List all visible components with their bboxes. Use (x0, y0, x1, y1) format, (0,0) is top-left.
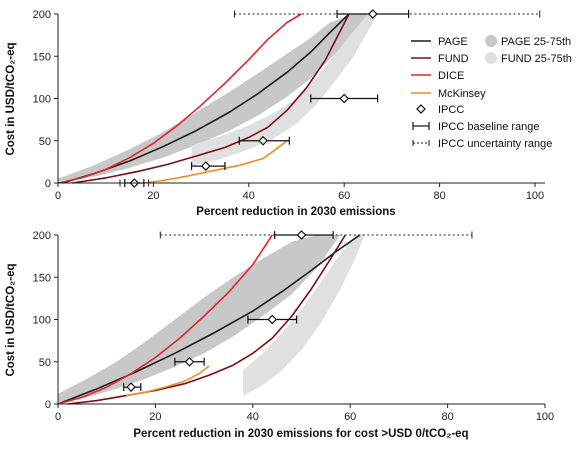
legend-mckinsey-label: McKinsey (438, 88, 486, 100)
legend-ipcc-baseline-label: IPCC baseline range (438, 121, 540, 133)
top-x-tick-label-3: 60 (338, 190, 350, 202)
legend-ipcc-baseline-swatch (412, 122, 430, 130)
top-x-tick-label-1: 20 (147, 190, 159, 202)
top-page-line (62, 13, 350, 184)
legend-ipcc-diamond-icon (416, 104, 426, 114)
bottom-y-tick-label-4: 200 (33, 230, 51, 242)
bottom-dice-line (57, 234, 273, 405)
top-fund-band (191, 14, 378, 167)
bottom-ipcc (123, 230, 473, 392)
bottom-x-tick-label-2: 40 (247, 411, 259, 423)
bottom-y-axis-label: Cost in USD/tCO₂-eq (5, 263, 17, 376)
legend-fund-band-label: FUND 25-75th (501, 53, 572, 65)
top-y-tick-label-0: 0 (45, 178, 51, 190)
legend-dice-label: DICE (438, 70, 464, 82)
legend-ipcc-label: IPCC (438, 104, 464, 116)
bottom-mckinsey-line (126, 365, 210, 397)
top-y-tick-label-3: 150 (33, 51, 51, 63)
bottom-ipcc-point-3 (296, 230, 307, 240)
top-dice-line (57, 13, 302, 184)
legend-fund-band-swatch (485, 52, 497, 64)
bottom-lines (57, 234, 361, 405)
top-ipcc-point-4 (367, 9, 378, 19)
bottom-y-tick-label-0: 0 (45, 399, 51, 411)
top-page-band (58, 14, 378, 182)
legend-page-band-swatch (485, 35, 497, 47)
bottom-y-tick-label-1: 50 (39, 357, 51, 369)
legend-page-label: PAGE (438, 36, 468, 48)
top-bands (58, 14, 378, 182)
legend-fund-label: FUND (438, 53, 469, 65)
top-ipcc-point-3 (339, 93, 350, 104)
top-fund-line (72, 13, 350, 184)
top-ticks: 0 20 40 60 80 100 0 50 100 150 200 (33, 9, 545, 202)
bottom-panel: 0 20 40 60 80 100 0 50 100 150 200 Percent reducti… (5, 230, 554, 440)
bottom-x-tick-label-1: 20 (149, 411, 161, 423)
legend-ipcc-uncertainty-label: IPCC uncertainty range (438, 138, 552, 150)
bottom-x-tick-label-0: 0 (55, 411, 61, 423)
top-y-axis-label: Cost in USD/tCO₂-eq (5, 42, 17, 155)
top-y-tick-label-4: 200 (33, 9, 51, 21)
bottom-y-tick-label-2: 100 (33, 315, 51, 327)
bottom-x-tick-label-3: 60 (344, 411, 356, 423)
top-x-axis-label: Percent reduction in 2030 emissions (196, 206, 395, 218)
bottom-bands (58, 235, 365, 403)
bottom-y-tick-label-3: 150 (33, 272, 51, 284)
top-panel: 0 20 40 60 80 100 0 50 100 150 200 Percent reducti… (5, 9, 572, 218)
bottom-ipcc-point-0 (126, 382, 136, 392)
top-ipcc-point-1 (201, 161, 211, 171)
top-x-tick-label-4: 80 (433, 190, 445, 202)
bottom-ticks: 0 20 40 60 80 100 0 50 100 150 200 (33, 230, 555, 423)
legend: PAGE FUND DICE McKinsey IPCC IPCC baseli… (411, 35, 572, 150)
bottom-x-tick-label-5: 100 (536, 411, 554, 423)
top-y-tick-label-1: 50 (39, 136, 51, 148)
bottom-x-axis-label: Percent reduction in 2030 emissions for … (133, 428, 468, 440)
legend-page-band-label: PAGE 25-75th (501, 36, 571, 48)
top-y-tick-label-2: 100 (33, 94, 51, 106)
bottom-fund-band (243, 235, 365, 396)
legend-ipcc-uncertainty-swatch (412, 140, 430, 146)
bottom-ipcc-point-1 (184, 356, 195, 367)
top-x-tick-label-5: 100 (526, 190, 544, 202)
top-ipcc-point-2 (258, 135, 268, 146)
bottom-ipcc-point-2 (267, 314, 278, 325)
top-x-tick-label-2: 40 (243, 190, 255, 202)
bottom-page-band (58, 235, 341, 403)
bottom-page-line (57, 234, 361, 405)
top-x-tick-label-0: 0 (55, 190, 61, 202)
bottom-x-tick-label-4: 80 (441, 411, 453, 423)
